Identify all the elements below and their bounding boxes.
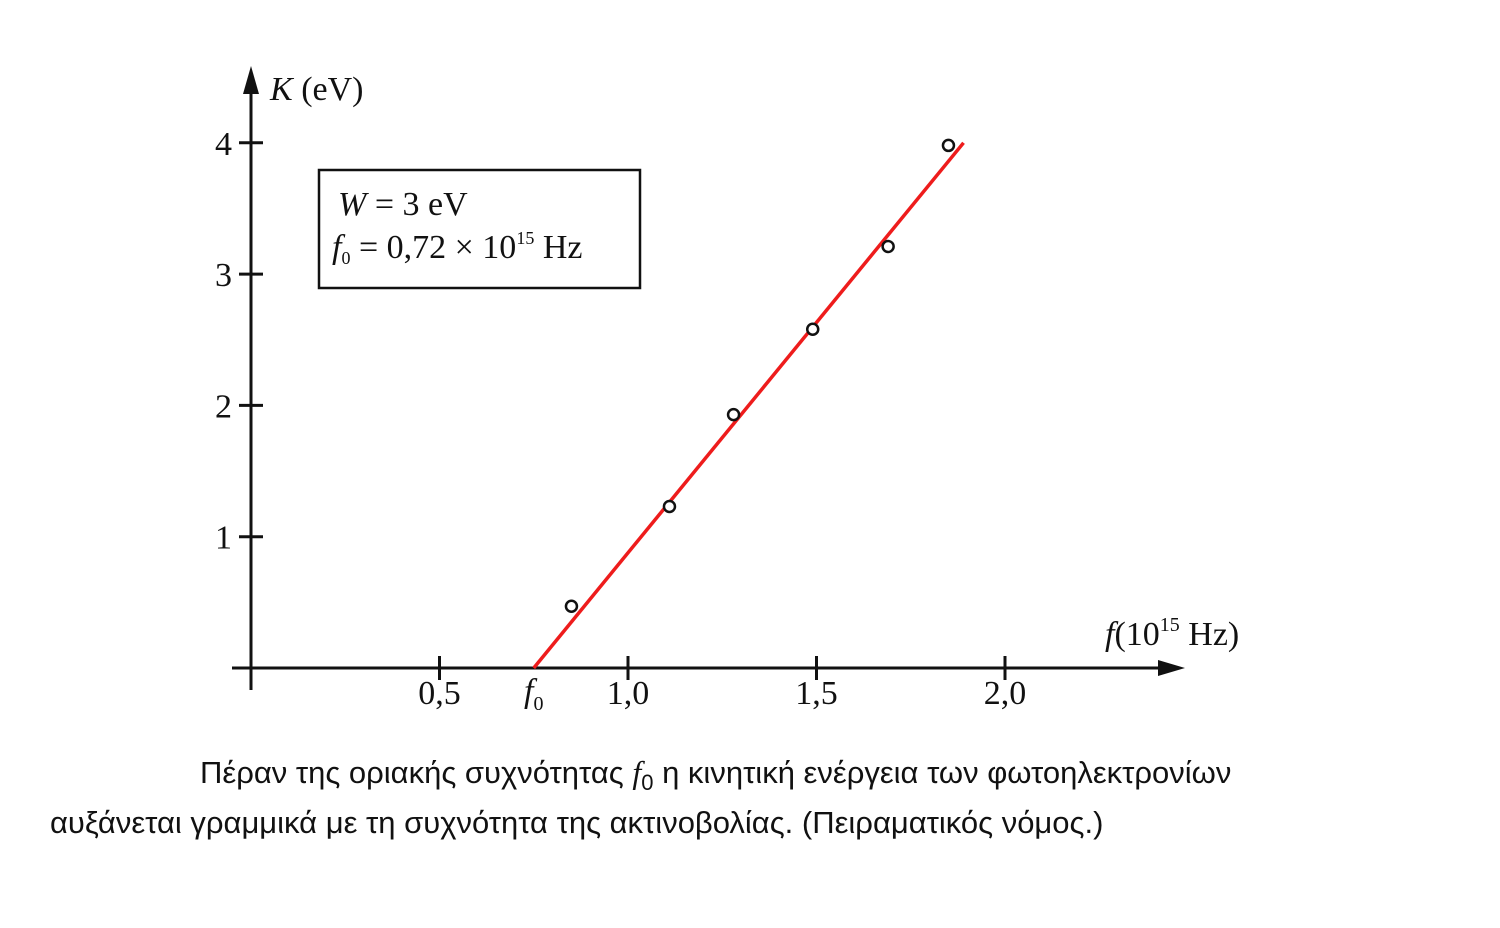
annotation-line-1: W = 3 eV — [338, 186, 468, 223]
y-tick-label: 1 — [215, 520, 232, 557]
x-axis-label: f(1015 Hz) — [1105, 614, 1239, 653]
data-point — [881, 239, 895, 254]
caption-text: η κινητική ενέργεια των φωτοηλεκτρονίων — [653, 755, 1232, 790]
x-tick-label: 2,0 — [984, 675, 1027, 712]
y-tick-label: 2 — [215, 388, 232, 425]
y-axis-label: K (eV) — [269, 71, 363, 108]
y-tick-label: 4 — [215, 126, 232, 163]
data-point — [564, 599, 579, 614]
caption: Πέραν της οριακής συχνότητας f0 η κινητι… — [50, 752, 1490, 843]
x-tick-label: 1,5 — [795, 675, 838, 712]
x-tick-label-f0: f0 — [524, 673, 543, 715]
annotation-box — [317, 168, 642, 290]
x-tick-label: 1,0 — [607, 675, 650, 712]
x-axis-arrow — [1158, 660, 1185, 676]
data-point — [662, 499, 677, 514]
data-point — [941, 138, 956, 153]
x-tick-label: 0,5 — [418, 675, 461, 712]
data-point — [726, 407, 741, 422]
y-axis-arrow — [243, 66, 259, 94]
data-point — [805, 322, 820, 336]
caption-subscript: 0 — [641, 770, 654, 796]
caption-symbol: f — [632, 754, 642, 790]
caption-line-2: αυξάνεται γραμμικά με τη συχνότητα της α… — [50, 805, 1104, 841]
caption-text: Πέραν της οριακής συχνότητας — [200, 755, 633, 790]
y-tick-label: 3 — [215, 257, 232, 294]
fit-line — [532, 141, 965, 670]
annotation-line-2: f0 = 0,72 × 1015 Hz — [332, 228, 582, 268]
caption-line-1: Πέραν της οριακής συχνότητας f0 η κινητι… — [50, 752, 1490, 803]
